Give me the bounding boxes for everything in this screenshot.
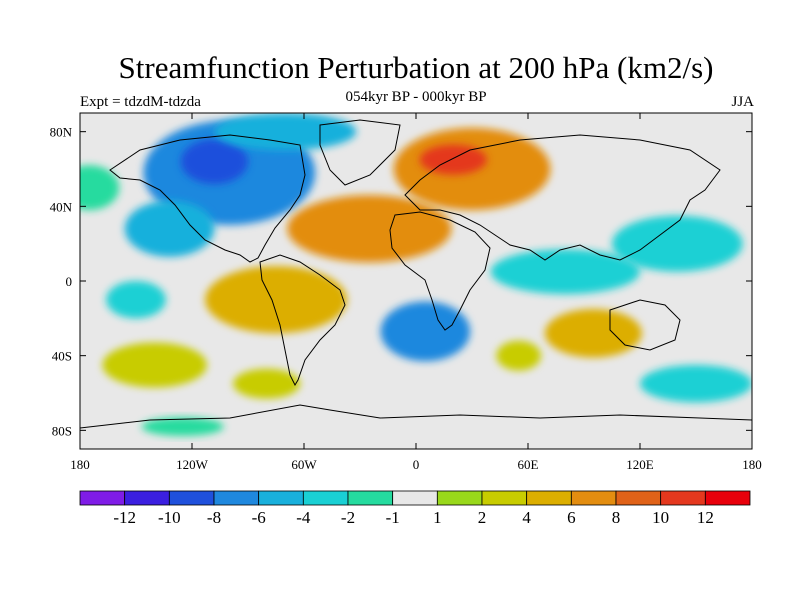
region-southeast-pacific-negative: [106, 281, 166, 319]
colorbar-label: 8: [612, 508, 621, 527]
colorbar-swatch: [481, 490, 528, 506]
colorbar-swatch: [660, 490, 706, 506]
colorbar-swatch: [526, 490, 572, 506]
chart-title: Streamfunction Perturbation at 200 hPa (…: [118, 50, 714, 85]
field-regions: [80, 113, 752, 436]
colorbar-swatch: [615, 490, 662, 506]
coastlines: [80, 119, 752, 429]
colorbar-swatch: [436, 490, 483, 506]
colorbar-label: -4: [296, 508, 311, 527]
colorbar-label: -8: [207, 508, 221, 527]
x-tick-label: 180: [742, 457, 762, 472]
region-south-atlantic-negative: [380, 301, 471, 362]
chart-subtitle: 054kyr BP - 000kyr BP: [345, 89, 487, 105]
region-west-pacific-band: [612, 215, 743, 272]
y-tick-label: 40N: [50, 199, 73, 214]
x-axis: 180 120W 60W 0 60E 120E 180: [70, 113, 762, 472]
y-axis: 80N 40N 0 40S 80S: [50, 125, 752, 438]
colorbar-label: -2: [341, 508, 355, 527]
colorbar: -12 -10 -8 -6 -4 -2 -1 1 2 4 6 8 10 12: [79, 490, 751, 527]
coast-antarctica: [80, 404, 752, 429]
region-arctic-negative: [214, 113, 357, 151]
coast-south-america: [259, 254, 346, 387]
y-tick-label: 80S: [52, 423, 72, 438]
colorbar-label: 12: [697, 508, 714, 527]
x-tick-label: 180: [70, 457, 90, 472]
region-europe-core: [419, 144, 487, 175]
region-south-indian-positive: [496, 340, 542, 371]
region-southern-ocean-negative: [640, 365, 752, 403]
colorbar-label: 1: [433, 508, 442, 527]
colorbar-swatch: [124, 490, 170, 506]
colorbar-swatch: [79, 490, 126, 506]
colorbar-swatch: [213, 490, 260, 506]
colorbar-swatch: [392, 490, 438, 506]
region-south-pacific-positive: [233, 368, 301, 399]
y-tick-label: 0: [66, 274, 73, 289]
colorbar-label: 6: [567, 508, 576, 527]
x-tick-label: 120E: [626, 457, 654, 472]
coast-europe-asia: [404, 134, 721, 261]
coast-africa: [389, 211, 491, 331]
colorbar-swatch: [570, 490, 617, 506]
y-tick-label: 80N: [50, 125, 73, 140]
region-south-america-positive: [205, 266, 347, 334]
season-label: JJA: [731, 94, 754, 110]
y-tick-label: 40S: [52, 349, 72, 364]
colorbar-label: -1: [386, 508, 400, 527]
x-tick-label: 60W: [291, 457, 317, 472]
coast-australia: [609, 299, 681, 351]
region-southwest-pacific-positive: [102, 342, 207, 388]
region-australia-positive: [544, 309, 642, 358]
colorbar-label: 10: [652, 508, 669, 527]
colorbar-swatch: [704, 490, 751, 506]
x-tick-label: 120W: [176, 457, 209, 472]
region-antarctic-negative: [141, 417, 224, 436]
colorbar-label: -12: [113, 508, 136, 527]
region-indian-ocean-band: [490, 249, 640, 295]
colorbar-label: 2: [478, 508, 487, 527]
coast-north-america: [109, 134, 306, 263]
region-northeast-pacific-negative: [124, 200, 215, 257]
colorbar-swatch: [258, 490, 304, 506]
colorbar-swatch: [347, 490, 394, 506]
colorbar-swatch: [302, 490, 349, 506]
experiment-label: Expt = tdzdM-tdzda: [80, 94, 201, 110]
x-tick-label: 60E: [518, 457, 539, 472]
region-north-pacific-band: [80, 165, 120, 211]
colorbar-label: -6: [252, 508, 266, 527]
colorbar-label: -10: [158, 508, 181, 527]
x-tick-label: 0: [413, 457, 420, 472]
colorbar-label: 4: [522, 508, 531, 527]
region-north-america-core: [180, 139, 248, 184]
colorbar-swatch: [168, 490, 215, 506]
coast-greenland: [319, 119, 401, 186]
region-north-atlantic-positive: [287, 195, 452, 263]
